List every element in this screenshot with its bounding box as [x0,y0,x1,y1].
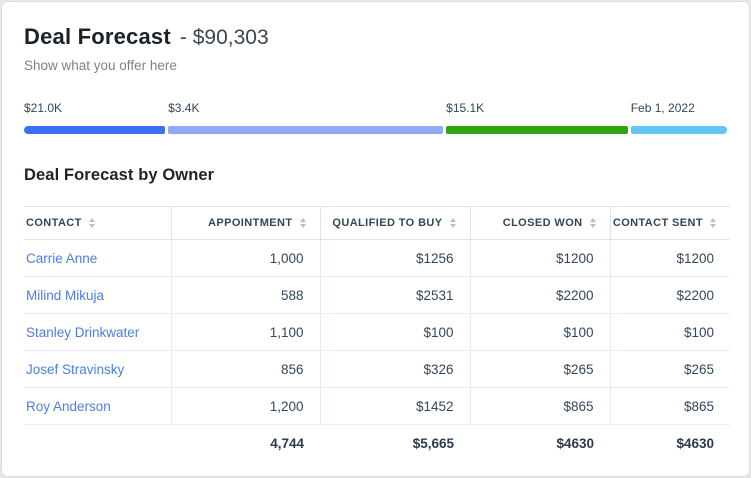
contact-link[interactable]: Josef Stravinsky [24,350,171,388]
column-header-appointment[interactable]: Appointment [170,206,320,240]
forecast-progress: $21.0K $3.4K $15.1K Feb 1, 2022 [24,101,727,134]
sort-icon [710,218,716,229]
appointment-value: 1,100 [170,313,320,351]
progress-label-4: Feb 1, 2022 [630,101,695,115]
table-row: Roy Anderson 1,200 $1452 $865 $865 [24,387,730,425]
table-row: Milind Mikuja 588 $2531 $2200 $2200 [24,276,730,314]
closed-won-value: $265 [469,350,610,388]
table-totals-row: 4,744 $5,665 $4630 $4630 [24,425,730,462]
contact-sent-value: $2200 [609,276,730,314]
table-header-row: Contact Appointment Qualified to Buy Clo… [24,206,730,240]
appointment-value: 1,000 [170,239,320,277]
title-line: Deal Forecast - $90,303 [24,22,727,53]
qualified-value: $100 [319,313,470,351]
column-header-label: Appointment [208,217,293,229]
column-header-closed-won[interactable]: Closed Won [469,206,610,240]
forecast-progress-bar [24,126,727,134]
column-header-label: Qualified to Buy [332,217,443,229]
progress-label-1: $21.0K [24,101,63,115]
sort-icon [299,218,306,229]
column-header-qualified-to-buy[interactable]: Qualified to Buy [319,206,470,240]
progress-segment-1[interactable] [24,126,166,134]
page-title-amount: - $90,303 [179,26,269,49]
progress-labels: $21.0K $3.4K $15.1K Feb 1, 2022 [24,101,727,116]
closed-won-value: $100 [469,313,610,351]
deal-forecast-table: Contact Appointment Qualified to Buy Clo… [24,206,730,462]
progress-segment-2[interactable] [168,126,444,134]
contact-link[interactable]: Carrie Anne [24,239,171,277]
page-subtitle: Show what you offer here [24,58,177,73]
progress-label-2: $3.4K [168,101,200,115]
column-header-label: Contact [26,217,82,229]
column-header-label: Contact Sent [612,217,703,229]
column-header-label: Closed Won [502,217,583,229]
closed-won-value: $865 [469,387,610,425]
contact-sent-value: $1200 [609,239,730,277]
closed-won-value: $2200 [469,276,610,314]
card-header: Deal Forecast - $90,303 Show what you of… [24,22,727,75]
appointment-value: 856 [170,350,320,388]
column-header-contact-sent[interactable]: Contact Sent [609,206,730,240]
closed-won-value: $1200 [469,239,610,277]
table-row: Stanley Drinkwater 1,100 $100 $100 $100 [24,313,730,351]
qualified-value: $326 [319,350,470,388]
sort-icon [589,218,596,229]
sort-icon [449,218,456,229]
contact-sent-total: $4630 [676,435,714,451]
appointment-value: 588 [170,276,320,314]
closed-won-total: $4630 [556,435,594,451]
page-title: Deal Forecast [24,24,171,49]
qualified-value: $1256 [319,239,470,277]
progress-segment-4[interactable] [630,126,727,134]
qualified-total: $5,665 [412,435,454,451]
appointment-value: 1,200 [170,387,320,425]
totals-empty-cell [24,425,171,462]
progress-label-3: $15.1K [446,101,485,115]
contact-sent-value: $100 [609,313,730,351]
contact-sent-value: $265 [609,350,730,388]
contact-link[interactable]: Roy Anderson [24,387,171,425]
qualified-value: $2531 [319,276,470,314]
sort-icon [88,218,95,229]
qualified-value: $1452 [319,387,470,425]
contact-sent-value: $865 [609,387,730,425]
table-row: Carrie Anne 1,000 $1256 $1200 $1200 [24,239,730,277]
column-header-contact[interactable]: Contact [24,206,171,240]
contact-link[interactable]: Milind Mikuja [24,276,171,314]
progress-segment-3[interactable] [446,126,628,134]
table-row: Josef Stravinsky 856 $326 $265 $265 [24,350,730,388]
table-title: Deal Forecast by Owner [24,166,215,184]
contact-link[interactable]: Stanley Drinkwater [24,313,171,351]
appointment-total: 4,744 [270,435,304,451]
